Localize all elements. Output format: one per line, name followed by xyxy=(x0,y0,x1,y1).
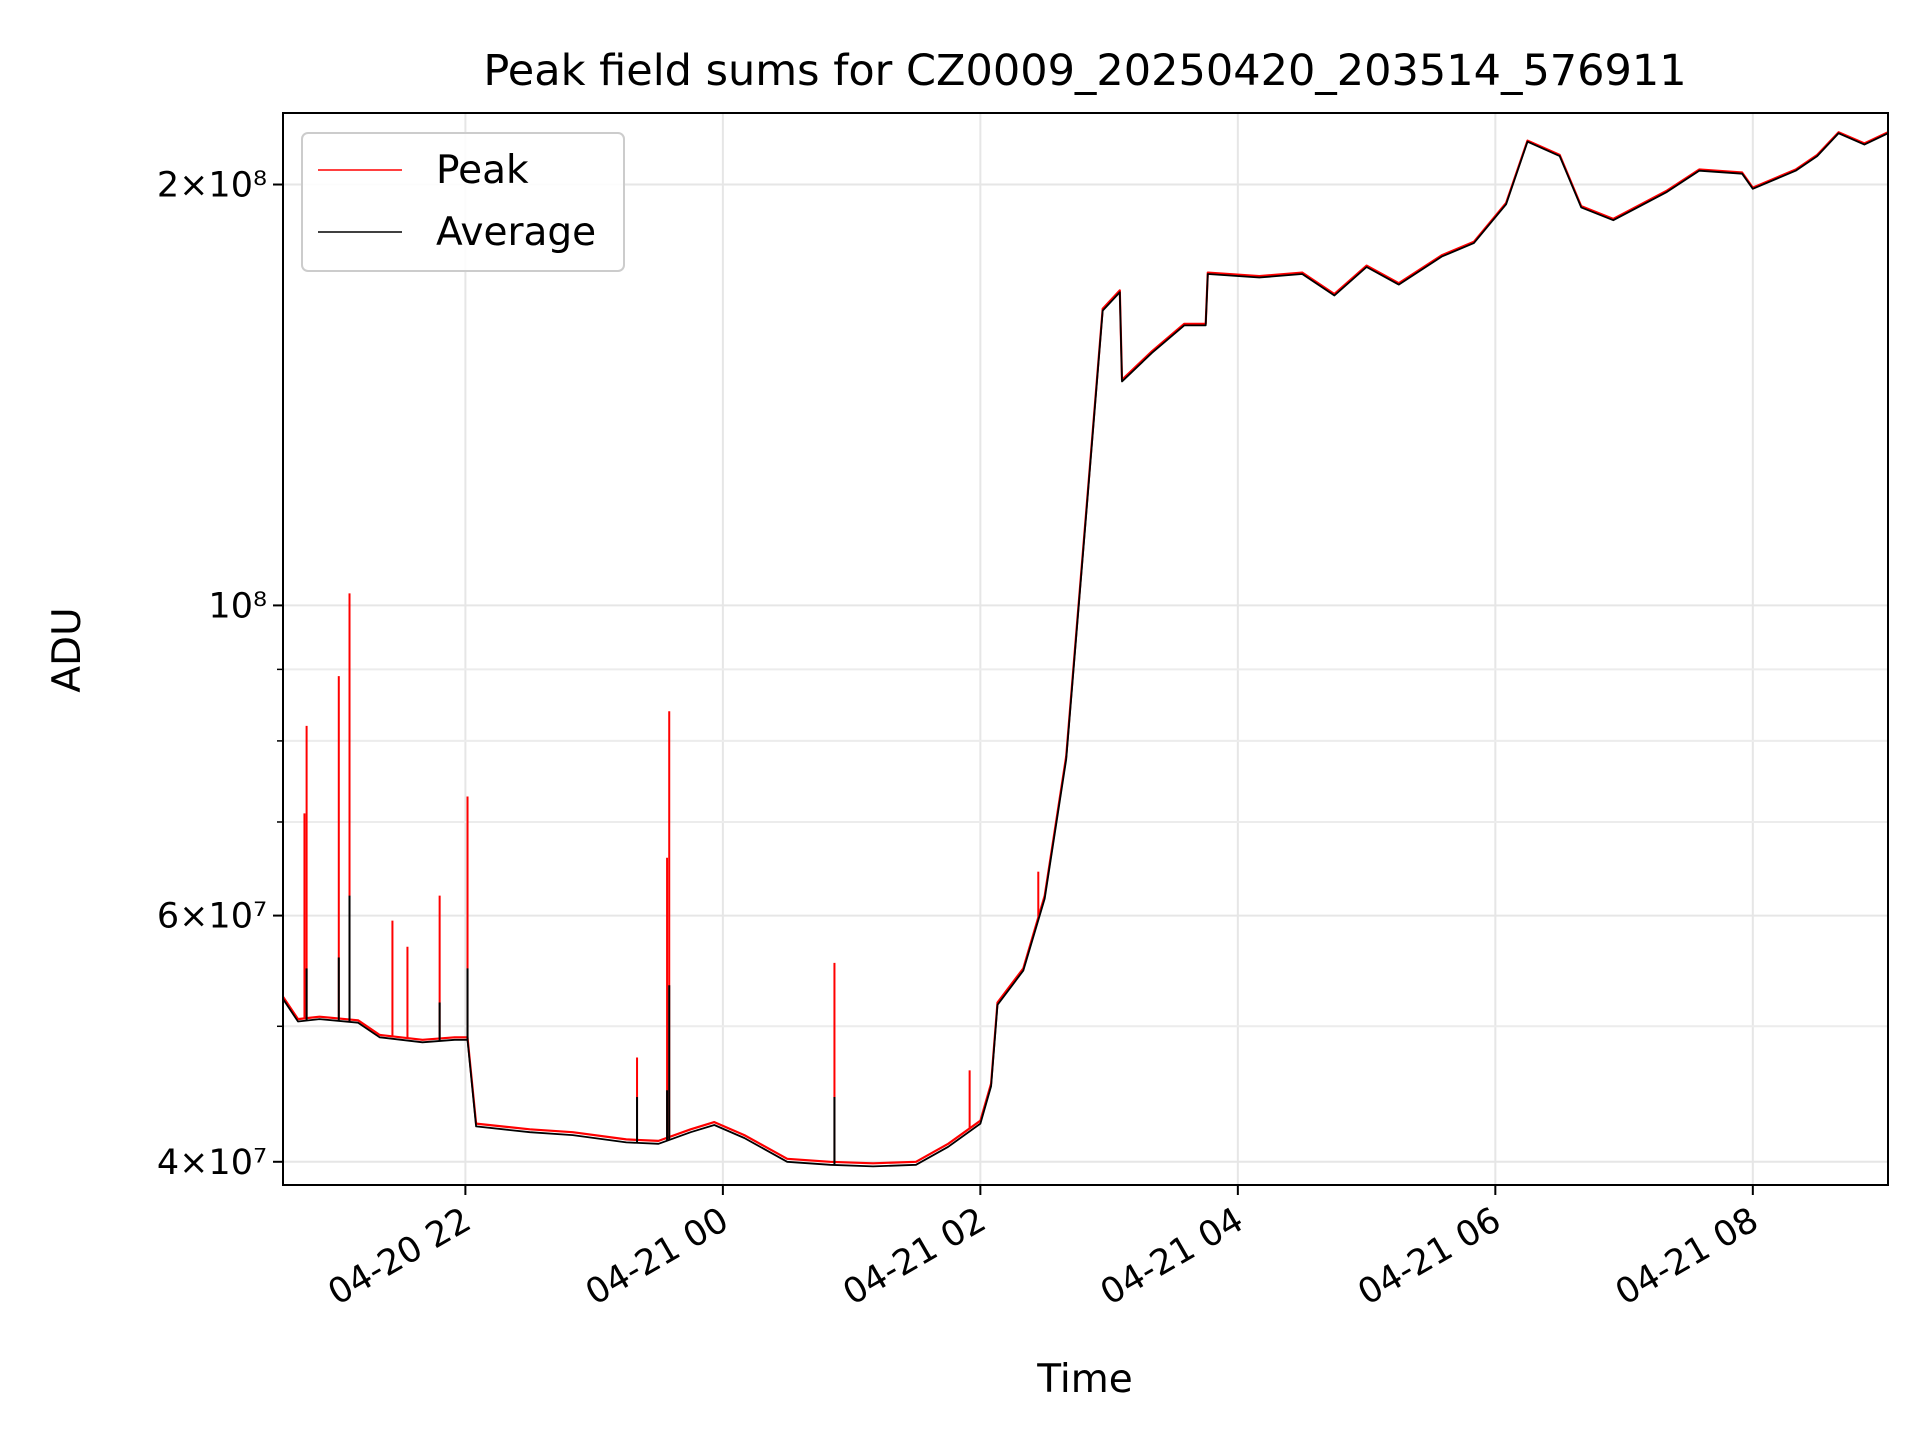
series-line-average xyxy=(282,132,1889,1168)
y-tick-label: 4×10⁷ xyxy=(157,1143,267,1183)
legend: Peak Average xyxy=(301,132,625,272)
grid-layer xyxy=(283,113,1888,1185)
x-axis-label: Time xyxy=(1036,1357,1132,1402)
legend-label-average: Average xyxy=(436,210,596,255)
legend-label-peak: Peak xyxy=(436,148,529,193)
y-tick-label: 10⁸ xyxy=(208,586,267,626)
y-axis-label: ADU xyxy=(45,607,90,692)
legend-box xyxy=(301,132,625,272)
y-tick-label: 6×10⁷ xyxy=(157,897,267,937)
y-tick-label: 2×10⁸ xyxy=(157,166,267,206)
series-layer xyxy=(282,131,1889,1168)
plot-frame xyxy=(282,112,1889,1186)
chart-title: Peak field sums for CZ0009_20250420_2035… xyxy=(483,46,1686,96)
